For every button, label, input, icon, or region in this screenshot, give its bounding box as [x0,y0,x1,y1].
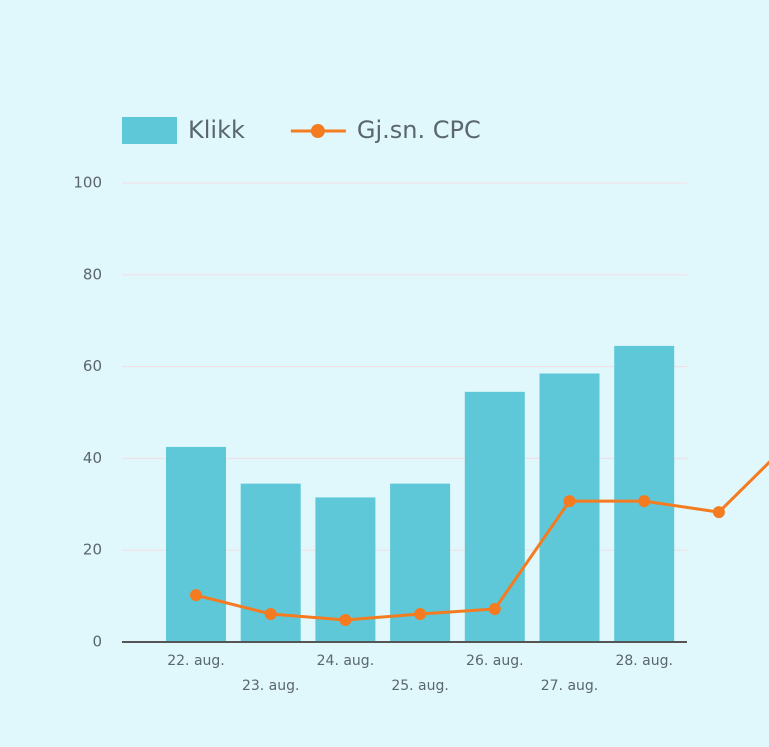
point [563,495,576,508]
y-tick-label: 20 [83,541,102,559]
bar [166,446,226,642]
x-tick-label: 26. aug. [466,653,524,669]
point [264,608,277,621]
y-tick-label: 80 [83,265,102,283]
legend-swatch [122,117,177,144]
legend-label: Klikk [188,116,245,144]
point [488,602,501,615]
x-tick-label: 25. aug. [391,678,449,694]
y-tick-label: 60 [83,357,102,375]
point [712,506,725,519]
y-tick-label: 40 [83,449,102,467]
bar [614,345,675,642]
x-tick-label: 24. aug. [317,653,375,669]
legend-swatch [310,124,325,138]
legend-label: Gj.sn. CPC [357,116,481,144]
x-tick-label: 28. aug. [615,653,673,669]
x-tick-label: 27. aug. [541,678,599,694]
point [190,589,202,602]
x-tick-label: 23. aug. [242,678,300,694]
x-tick-label: 22. aug. [167,653,225,669]
bar [539,373,600,642]
y-tick-label: 100 [73,174,102,192]
point [414,608,427,621]
y-tick-label: 0 [92,633,102,651]
bar [464,391,525,642]
point [638,495,651,508]
point [339,613,352,626]
